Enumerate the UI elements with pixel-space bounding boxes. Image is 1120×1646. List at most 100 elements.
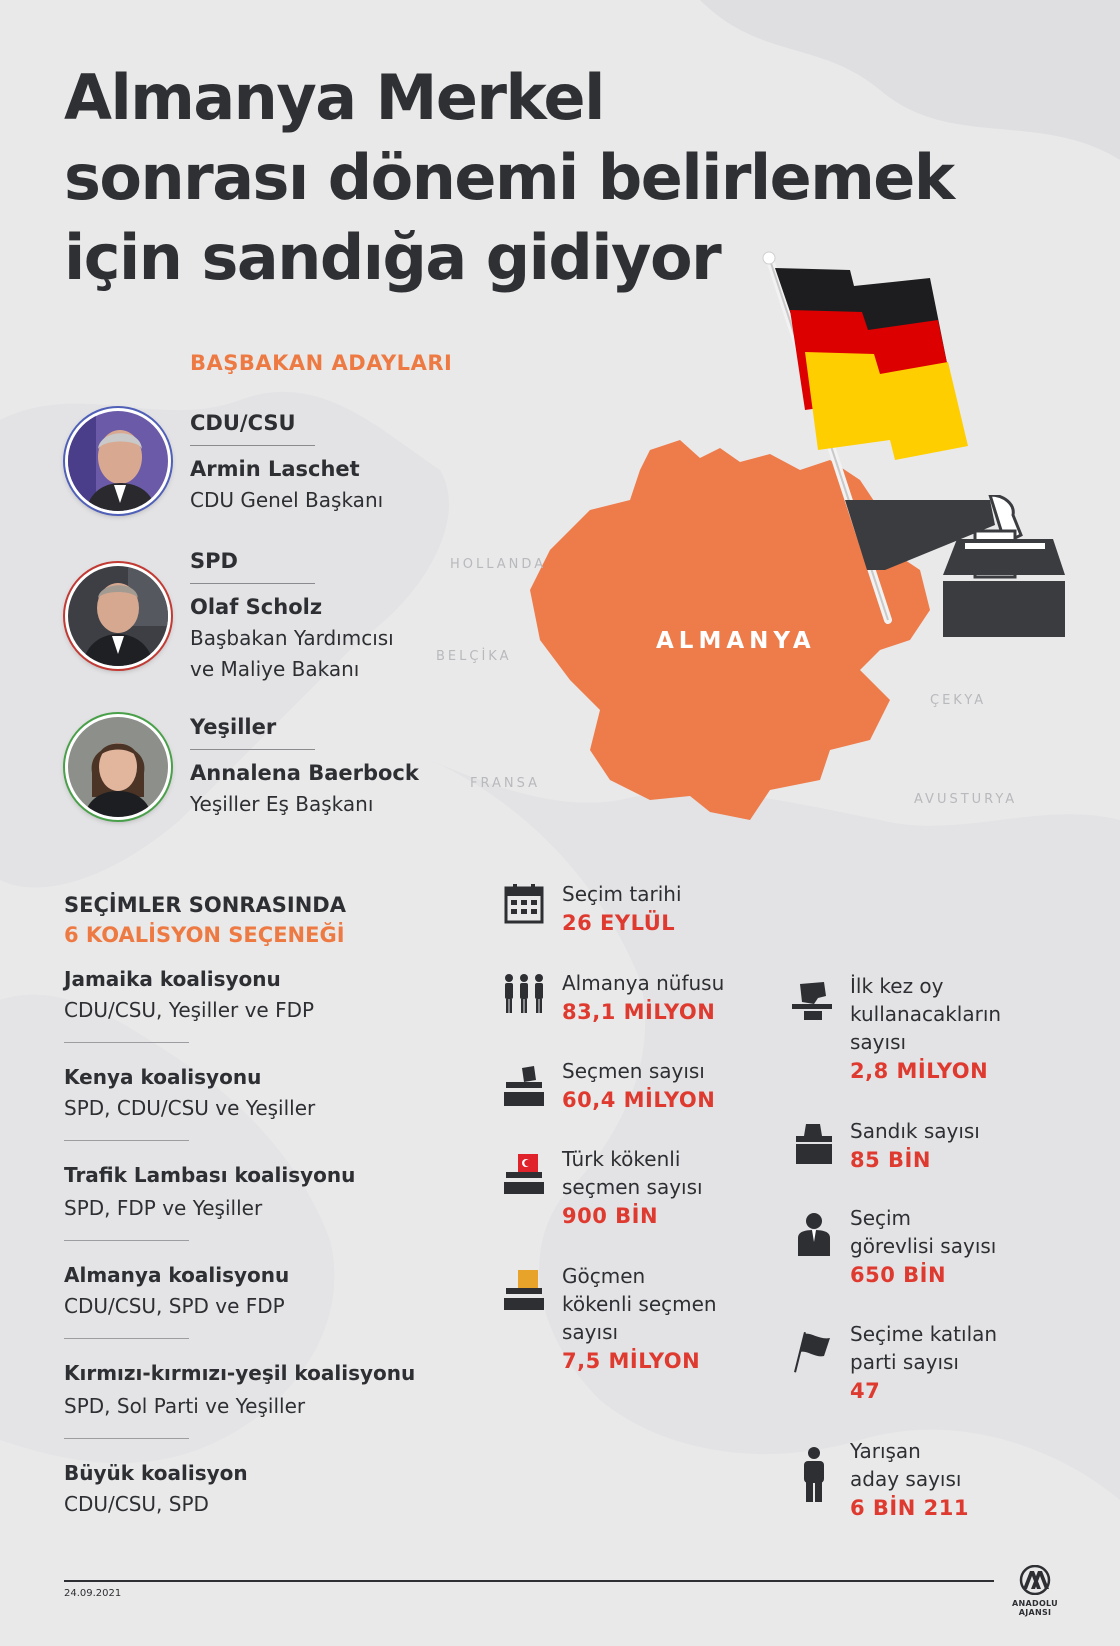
ballot-box-illustration (845, 495, 1065, 637)
stat-parties: Seçime katılan parti sayısı 47 (850, 1320, 997, 1406)
stat-population: Almanya nüfusu 83,1 MİLYON (562, 969, 724, 1027)
coalition-item: Kenya koalisyonu SPD, CDU/CSU ve Yeşille… (64, 1065, 464, 1163)
candidate-photo-baerbock (65, 714, 171, 820)
coalition-parties: SPD, FDP ve Yeşiller (64, 1196, 263, 1220)
stat-label: sayısı (562, 1320, 619, 1344)
candidate-name: Armin Laschet (190, 457, 360, 481)
candidate-role: ve Maliye Bakanı (190, 657, 360, 681)
publish-date: 24.09.2021 (64, 1588, 122, 1599)
stat-label: görevlisi sayısı (850, 1234, 997, 1258)
stat-value: 2,8 MİLYON (850, 1059, 989, 1083)
agency-logo: ANADOLU AJANSI (1000, 1564, 1070, 1617)
coalition-parties: SPD, Sol Parti ve Yeşiller (64, 1394, 306, 1418)
coalition-item: Trafik Lambası koalisyonu SPD, FDP ve Ye… (64, 1163, 464, 1263)
stat-label: seçmen sayısı (562, 1175, 703, 1199)
candidate-divider (190, 749, 315, 750)
germany-map (530, 440, 930, 820)
stat-officials: Seçim görevlisi sayısı 650 BİN (850, 1204, 996, 1290)
candidate-photo-scholz (65, 563, 171, 669)
candidate-name: Olaf Scholz (190, 595, 323, 619)
stat-value: 650 BİN (850, 1263, 947, 1287)
title-line-2: sonrası dönemi belirlemek (64, 141, 955, 214)
stat-label: kökenli seçmen (562, 1292, 717, 1316)
stat-value: 6 BİN 211 (850, 1496, 969, 1520)
stat-migrant-voters: Göçmen kökenli seçmen sayısı 7,5 MİLYON (562, 1262, 717, 1376)
stat-label: Seçime katılan (850, 1322, 998, 1346)
stat-label: kullanacakların (850, 1002, 1002, 1026)
agency-name: ANADOLU AJANSI (1012, 1599, 1058, 1617)
coalition-name: Jamaika koalisyonu (64, 967, 281, 991)
coalition-name: Kenya koalisyonu (64, 1065, 262, 1089)
coalition-name: Trafik Lambası koalisyonu (64, 1163, 356, 1187)
coalition-divider (64, 1240, 189, 1241)
stat-voters: Seçmen sayısı 60,4 MİLYON (562, 1057, 715, 1115)
candidate-divider (190, 583, 315, 584)
stat-first-time-voters: İlk kez oy kullanacakların sayısı 2,8 Mİ… (850, 972, 1001, 1086)
candidate-party: Yeşiller (190, 715, 277, 739)
candidate-role: CDU Genel Başkanı (190, 488, 384, 512)
official-icon (792, 1212, 836, 1256)
candidate-name: Annalena Baerbock (190, 761, 419, 785)
map-label-netherlands: HOLLANDA (450, 557, 547, 572)
title-line-1: Almanya Merkel (64, 61, 605, 134)
stat-label: Seçim tarihi (562, 882, 682, 906)
calendar-icon (502, 882, 546, 926)
stat-value: 900 BİN (562, 1204, 659, 1228)
stat-value: 60,4 MİLYON (562, 1088, 716, 1112)
stat-label: Seçim (850, 1206, 912, 1230)
german-flag-illustration (762, 251, 968, 624)
stat-label: Seçmen sayısı (562, 1059, 705, 1083)
coalition-name: Almanya koalisyonu (64, 1263, 290, 1287)
migrant-ballot-icon (502, 1268, 546, 1312)
stat-value: 7,5 MİLYON (562, 1349, 701, 1373)
population-icon (502, 972, 546, 1016)
candidate-role: Yeşiller Eş Başkanı (190, 792, 374, 816)
coalition-divider (64, 1140, 189, 1141)
coalitions-heading-line2: 6 KOALİSYON SEÇENEĞİ (64, 923, 345, 947)
candidate-party: CDU/CSU (190, 411, 296, 435)
stat-label: Türk kökenli (562, 1147, 681, 1171)
candidate-role: Başbakan Yardımcısı (190, 626, 394, 650)
stat-value: 83,1 MİLYON (562, 1000, 716, 1024)
stat-value: 85 BİN (850, 1148, 931, 1172)
coalition-item: Jamaika koalisyonu CDU/CSU, Yeşiller ve … (64, 967, 464, 1065)
portrait-icon (68, 566, 168, 666)
coalition-parties: CDU/CSU, Yeşiller ve FDP (64, 998, 315, 1022)
coalitions-heading: SEÇİMLER SONRASINDA 6 KOALİSYON SEÇENEĞİ (64, 890, 346, 950)
stat-label: Göçmen (562, 1264, 646, 1288)
coalitions-heading-line1: SEÇİMLER SONRASINDA (64, 893, 346, 917)
map-label-austria: AVUSTURYA (914, 792, 1018, 807)
coalition-divider (64, 1438, 189, 1439)
stat-label: İlk kez oy (850, 974, 944, 998)
candidate-party: SPD (190, 549, 238, 573)
title-line-3: için sandığa gidiyor (64, 221, 722, 294)
coalition-item: Kırmızı-kırmızı-yeşil koalisyonu SPD, So… (64, 1361, 464, 1461)
coalition-parties: CDU/CSU, SPD (64, 1492, 209, 1516)
stat-election-date: Seçim tarihi 26 EYLÜL (562, 880, 682, 938)
coalition-divider (64, 1338, 189, 1339)
map-country-label: ALMANYA (656, 628, 816, 654)
candidate-photo-laschet (65, 408, 171, 514)
candidate-divider (190, 445, 315, 446)
stat-label: Sandık sayısı (850, 1119, 980, 1143)
map-label-belgium: BELÇİKA (436, 649, 512, 664)
ballot-box-plain-icon (792, 1122, 836, 1166)
coalition-parties: CDU/CSU, SPD ve FDP (64, 1294, 285, 1318)
coalition-name: Kırmızı-kırmızı-yeşil koalisyonu (64, 1361, 416, 1385)
turkish-ballot-icon (502, 1152, 546, 1196)
footer-divider (64, 1580, 994, 1582)
coalition-item: Almanya koalisyonu CDU/CSU, SPD ve FDP (64, 1263, 464, 1361)
coalition-item: Büyük koalisyon CDU/CSU, SPD (64, 1461, 464, 1516)
coalition-name: Büyük koalisyon (64, 1461, 248, 1485)
page-title: Almanya Merkel sonrası dönemi belirlemek… (64, 58, 964, 298)
ballot-box-icon (502, 1064, 546, 1108)
coalition-divider (64, 1042, 189, 1043)
stat-label: sayısı (850, 1030, 907, 1054)
stat-label: aday sayısı (850, 1467, 962, 1491)
map-label-czechia: ÇEKYA (930, 693, 987, 708)
flag-icon (790, 1330, 834, 1374)
portrait-icon (68, 411, 168, 511)
coalition-list: Jamaika koalisyonu CDU/CSU, Yeşiller ve … (64, 967, 464, 1516)
stat-label: Yarışan (850, 1439, 921, 1463)
stat-turkish-voters: Türk kökenli seçmen sayısı 900 BİN (562, 1145, 703, 1231)
